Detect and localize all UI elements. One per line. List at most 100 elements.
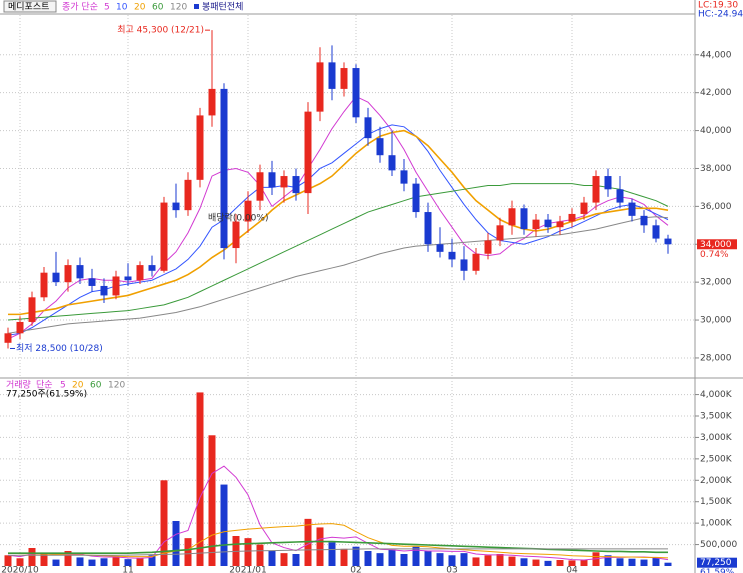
candle-body (184, 179, 192, 211)
volume-bar (28, 548, 36, 566)
y-tick-label: 2,500K (700, 454, 733, 464)
stat: HC:-24.94 (698, 10, 743, 20)
candle-body (484, 240, 492, 254)
candle-body (160, 202, 168, 271)
candle-body (556, 221, 564, 228)
legend-entry: 120 (170, 3, 187, 13)
candle-body (460, 259, 468, 271)
ma-line (7, 523, 669, 559)
legend-entry: 120 (108, 381, 125, 391)
candle-body (328, 62, 336, 89)
volume-bar (220, 484, 228, 566)
candle-body (448, 251, 456, 260)
y-tick-label: 2,000K (700, 476, 733, 486)
candle-body (520, 208, 528, 230)
candle-body (292, 176, 300, 194)
last-price: 34,000 (700, 240, 732, 250)
volume-bar (460, 553, 468, 566)
candle-body (376, 138, 384, 156)
volume-bar (616, 558, 624, 566)
candle-body (52, 272, 60, 283)
pattern-label: 봉패턴전체 (202, 2, 243, 13)
volume-bar (580, 559, 588, 566)
candle-body (592, 176, 600, 203)
volume-bar (412, 546, 420, 566)
candle-body (112, 276, 120, 296)
candle-body (496, 225, 504, 241)
legend-entry: 5 (104, 3, 110, 13)
candle-body (508, 208, 516, 226)
candle-body (340, 68, 348, 89)
legend-entry: 20 (134, 3, 146, 13)
candle-body (364, 117, 372, 139)
volume-bar (352, 546, 360, 566)
last-volume-box (697, 557, 737, 568)
ma-line (7, 465, 669, 561)
y-tick-label: 4,000K (700, 390, 733, 400)
volume-bar (448, 555, 456, 566)
candle-body (412, 183, 420, 213)
candle-body (388, 155, 396, 171)
y-tick-label: 30,000 (700, 316, 732, 326)
volume-bar (124, 559, 132, 566)
x-tick-label: 02 (350, 566, 361, 573)
annotation: 배당락(0.00%) (208, 212, 268, 224)
change-label: 0.74% (700, 250, 729, 260)
ma-line (8, 548, 668, 556)
y-tick-label: 28,000 (700, 353, 732, 363)
volume-bar (544, 560, 552, 566)
volume-bar (484, 555, 492, 566)
volume-bar (364, 551, 372, 566)
legend-entry: 20 (72, 381, 84, 391)
volume-bar (640, 559, 648, 566)
volume-bar (88, 559, 96, 566)
y-tick-label: 1,000K (700, 519, 733, 529)
candle-body (652, 225, 660, 239)
volume-bar (4, 555, 12, 566)
legend-entry: 10 (116, 3, 128, 13)
volume-bar (400, 554, 408, 566)
last-price-box (697, 239, 737, 250)
candle-body (244, 200, 252, 222)
candle-body (472, 253, 480, 271)
volume-bar (160, 480, 168, 566)
ma-line (8, 540, 668, 554)
candle-body (100, 285, 108, 296)
volume-bar (664, 562, 672, 566)
candle-body (580, 202, 588, 214)
y-tick-label: 40,000 (700, 126, 732, 136)
ma-label: 단순 (36, 380, 53, 391)
ma-line (7, 216, 669, 334)
volume-bar (40, 553, 48, 566)
candle-body (568, 213, 576, 222)
volume-title: 거래량 (6, 379, 31, 391)
volume-bar (532, 559, 540, 566)
candle-body (4, 333, 12, 343)
volume-bar (328, 542, 336, 566)
y-tick-label: 3,000K (700, 433, 733, 443)
volume-bar (388, 549, 396, 566)
candle-body (232, 221, 240, 249)
volume-bar (472, 557, 480, 566)
candle-body (16, 321, 24, 334)
volume-bar (436, 553, 444, 566)
volume-bar (556, 560, 564, 566)
volume-bar (184, 538, 192, 566)
candle-body (436, 244, 444, 252)
x-tick-label: 2020/10 (1, 566, 39, 573)
volume-bar (304, 518, 312, 566)
volume-bar (244, 538, 252, 566)
volume-bar (100, 558, 108, 566)
y-tick-label: 3,500K (700, 412, 733, 422)
candle-body (400, 170, 408, 184)
ma-label: 종가 단순 (62, 2, 98, 13)
candle-body (88, 278, 96, 286)
volume-bar (652, 557, 660, 566)
volume-bar (256, 544, 264, 566)
candle-body (280, 176, 288, 188)
stock-name-box[interactable] (3, 0, 57, 13)
x-tick-label: 04 (566, 566, 578, 573)
candle-body (304, 111, 312, 194)
